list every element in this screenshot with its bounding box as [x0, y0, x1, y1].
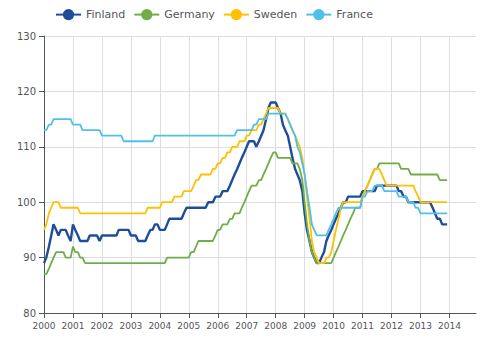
- svg-text:2000: 2000: [33, 321, 56, 331]
- svg-text:2008: 2008: [264, 321, 287, 331]
- svg-text:2011: 2011: [351, 321, 374, 331]
- svg-text:2012: 2012: [380, 321, 403, 331]
- svg-text:100: 100: [17, 197, 36, 208]
- svg-text:130: 130: [17, 31, 36, 42]
- svg-text:2009: 2009: [293, 321, 316, 331]
- svg-text:2007: 2007: [235, 321, 258, 331]
- svg-text:2005: 2005: [177, 321, 200, 331]
- svg-text:2002: 2002: [90, 321, 113, 331]
- svg-text:80: 80: [23, 308, 36, 319]
- svg-text:2003: 2003: [119, 321, 142, 331]
- svg-text:Sweden: Sweden: [254, 8, 297, 21]
- svg-text:Germany: Germany: [164, 8, 215, 21]
- svg-text:2004: 2004: [148, 321, 171, 331]
- svg-text:France: France: [336, 8, 373, 21]
- svg-text:2001: 2001: [62, 321, 85, 331]
- svg-text:2013: 2013: [409, 321, 432, 331]
- svg-text:2014: 2014: [438, 321, 461, 331]
- svg-text:2010: 2010: [322, 321, 345, 331]
- svg-text:110: 110: [17, 141, 36, 152]
- svg-text:120: 120: [17, 86, 36, 97]
- svg-text:Finland: Finland: [86, 8, 125, 21]
- svg-text:2006: 2006: [206, 321, 229, 331]
- svg-text:90: 90: [23, 252, 36, 263]
